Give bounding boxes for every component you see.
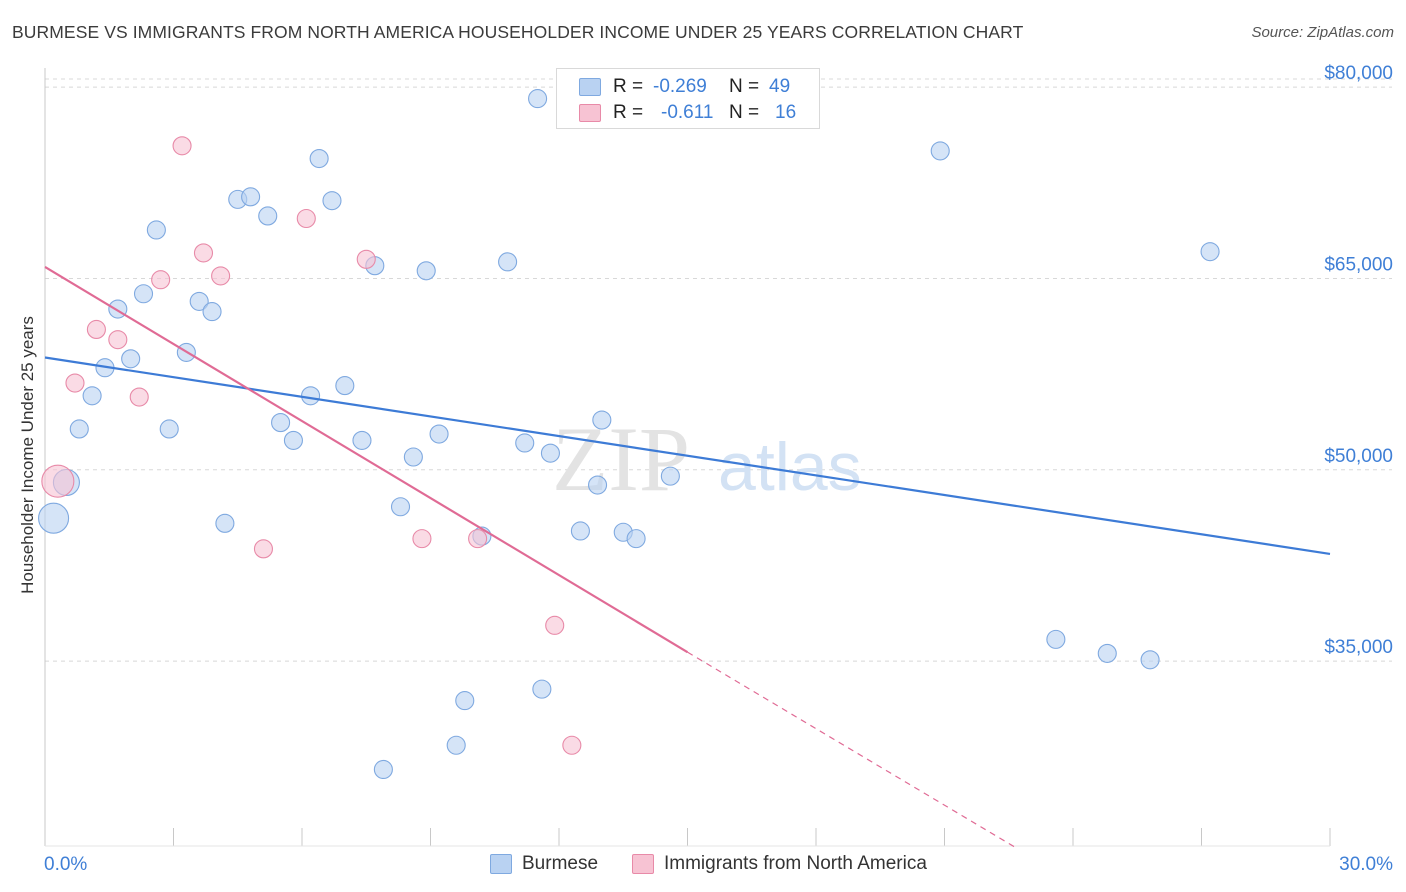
burmese-point <box>82 386 102 406</box>
source-label: Source: ZipAtlas.com <box>1251 24 1394 41</box>
burmese-point <box>528 89 548 109</box>
burmese-point <box>309 149 329 169</box>
grid-lines <box>45 78 1392 662</box>
burmese-point <box>271 413 291 433</box>
legend-row-burmese: R = -0.269 N = 49 <box>579 75 790 99</box>
immigrants-legend-swatch <box>632 854 654 874</box>
y-tick-label: $80,000 <box>1324 63 1393 84</box>
burmese-point <box>335 376 355 396</box>
immigrants-legend-label: Immigrants from North America <box>664 853 927 874</box>
immigrants-point <box>468 529 488 549</box>
immigrants-point <box>172 136 192 156</box>
burmese-legend-swatch <box>490 854 512 874</box>
burmese-point <box>159 419 179 439</box>
burmese-point <box>241 187 261 207</box>
axes <box>44 68 1331 847</box>
burmese-point <box>390 497 411 517</box>
burmese-point <box>215 513 235 533</box>
immigrants-trend-line <box>44 266 689 654</box>
burmese-points <box>38 89 1220 780</box>
immigrants-points <box>41 136 582 755</box>
immigrants-point <box>65 373 85 393</box>
burmese-point <box>540 443 560 463</box>
burmese-point <box>121 349 141 369</box>
chart-title: BURMESE VS IMMIGRANTS FROM NORTH AMERICA… <box>12 22 1024 42</box>
burmese-point <box>133 284 154 304</box>
burmese-point <box>446 735 466 755</box>
burmese-point <box>283 430 303 450</box>
burmese-point <box>570 521 590 541</box>
burmese-trend-line <box>44 356 1331 556</box>
immigrants-point <box>356 249 376 269</box>
y-tick-label: $35,000 <box>1324 637 1393 658</box>
burmese-point <box>587 475 608 495</box>
immigrants-r-value: -0.611 <box>661 102 714 123</box>
burmese-point <box>352 430 372 450</box>
immigrants-point <box>545 615 565 635</box>
watermark: ZIP atlas <box>552 408 862 510</box>
immigrants-point <box>108 330 128 350</box>
burmese-point <box>301 386 321 406</box>
immigrants-point <box>253 539 274 559</box>
immigrants-point <box>86 319 106 340</box>
burmese-n-value: 49 <box>769 76 791 97</box>
burmese-point <box>429 424 449 444</box>
r-label: R = <box>613 102 644 123</box>
burmese-point <box>1046 629 1066 649</box>
burmese-point <box>146 220 166 240</box>
burmese-point <box>38 502 70 534</box>
correlation-legend: R = -0.269 N = 49 R = -0.611 N = 16 <box>556 68 820 129</box>
tick-labels: $35,000 $50,000 $65,000 $80,000 0.0% 30.0% <box>44 63 1393 875</box>
burmese-point <box>930 141 950 161</box>
immigrants-point <box>41 464 75 498</box>
burmese-swatch <box>579 78 601 96</box>
burmese-point <box>498 252 518 272</box>
burmese-point <box>592 410 612 430</box>
burmese-point <box>202 302 222 322</box>
immigrants-point <box>562 735 582 755</box>
immigrants-n-value: 16 <box>775 102 797 123</box>
bottom-legend-immigrants: Immigrants from North America <box>632 852 927 876</box>
burmese-point <box>416 261 436 281</box>
burmese-point <box>258 206 278 226</box>
x-tick-label-max: 30.0% <box>1339 854 1393 875</box>
trend-lines <box>44 266 1331 850</box>
x-tick-label-min: 0.0% <box>44 854 87 875</box>
burmese-point <box>1200 242 1220 262</box>
immigrants-point <box>193 243 214 263</box>
burmese-point <box>660 466 680 486</box>
burmese-point <box>1140 650 1160 670</box>
burmese-point <box>515 433 535 453</box>
burmese-point <box>373 759 393 780</box>
y-tick-label: $50,000 <box>1324 446 1393 467</box>
burmese-point <box>1097 643 1117 663</box>
burmese-point <box>626 529 646 549</box>
y-tick-label: $65,000 <box>1324 254 1393 275</box>
watermark-atlas: atlas <box>718 429 862 505</box>
burmese-point <box>322 191 342 211</box>
n-label: N = <box>729 76 760 97</box>
burmese-point <box>455 691 475 711</box>
immigrants-point <box>129 387 149 407</box>
burmese-legend-label: Burmese <box>522 853 599 874</box>
burmese-point <box>403 447 423 467</box>
n-label: N = <box>729 102 760 123</box>
immigrants-swatch <box>579 104 601 122</box>
y-axis-label: Householder Income Under 25 years <box>18 316 37 594</box>
immigrants-trend-extension <box>687 651 1018 850</box>
legend-row-immigrants: R = -0.611 N = 16 <box>579 101 796 125</box>
r-label: R = <box>613 76 644 97</box>
immigrants-point <box>151 270 171 290</box>
bottom-legend-burmese: Burmese <box>490 852 598 876</box>
immigrants-point <box>211 266 231 286</box>
watermark-zip: ZIP <box>552 408 690 510</box>
burmese-point <box>532 679 552 699</box>
immigrants-point <box>412 529 432 549</box>
immigrants-point <box>296 208 316 229</box>
burmese-point <box>189 291 209 311</box>
burmese-point <box>69 419 89 439</box>
burmese-r-value: -0.269 <box>653 76 707 97</box>
